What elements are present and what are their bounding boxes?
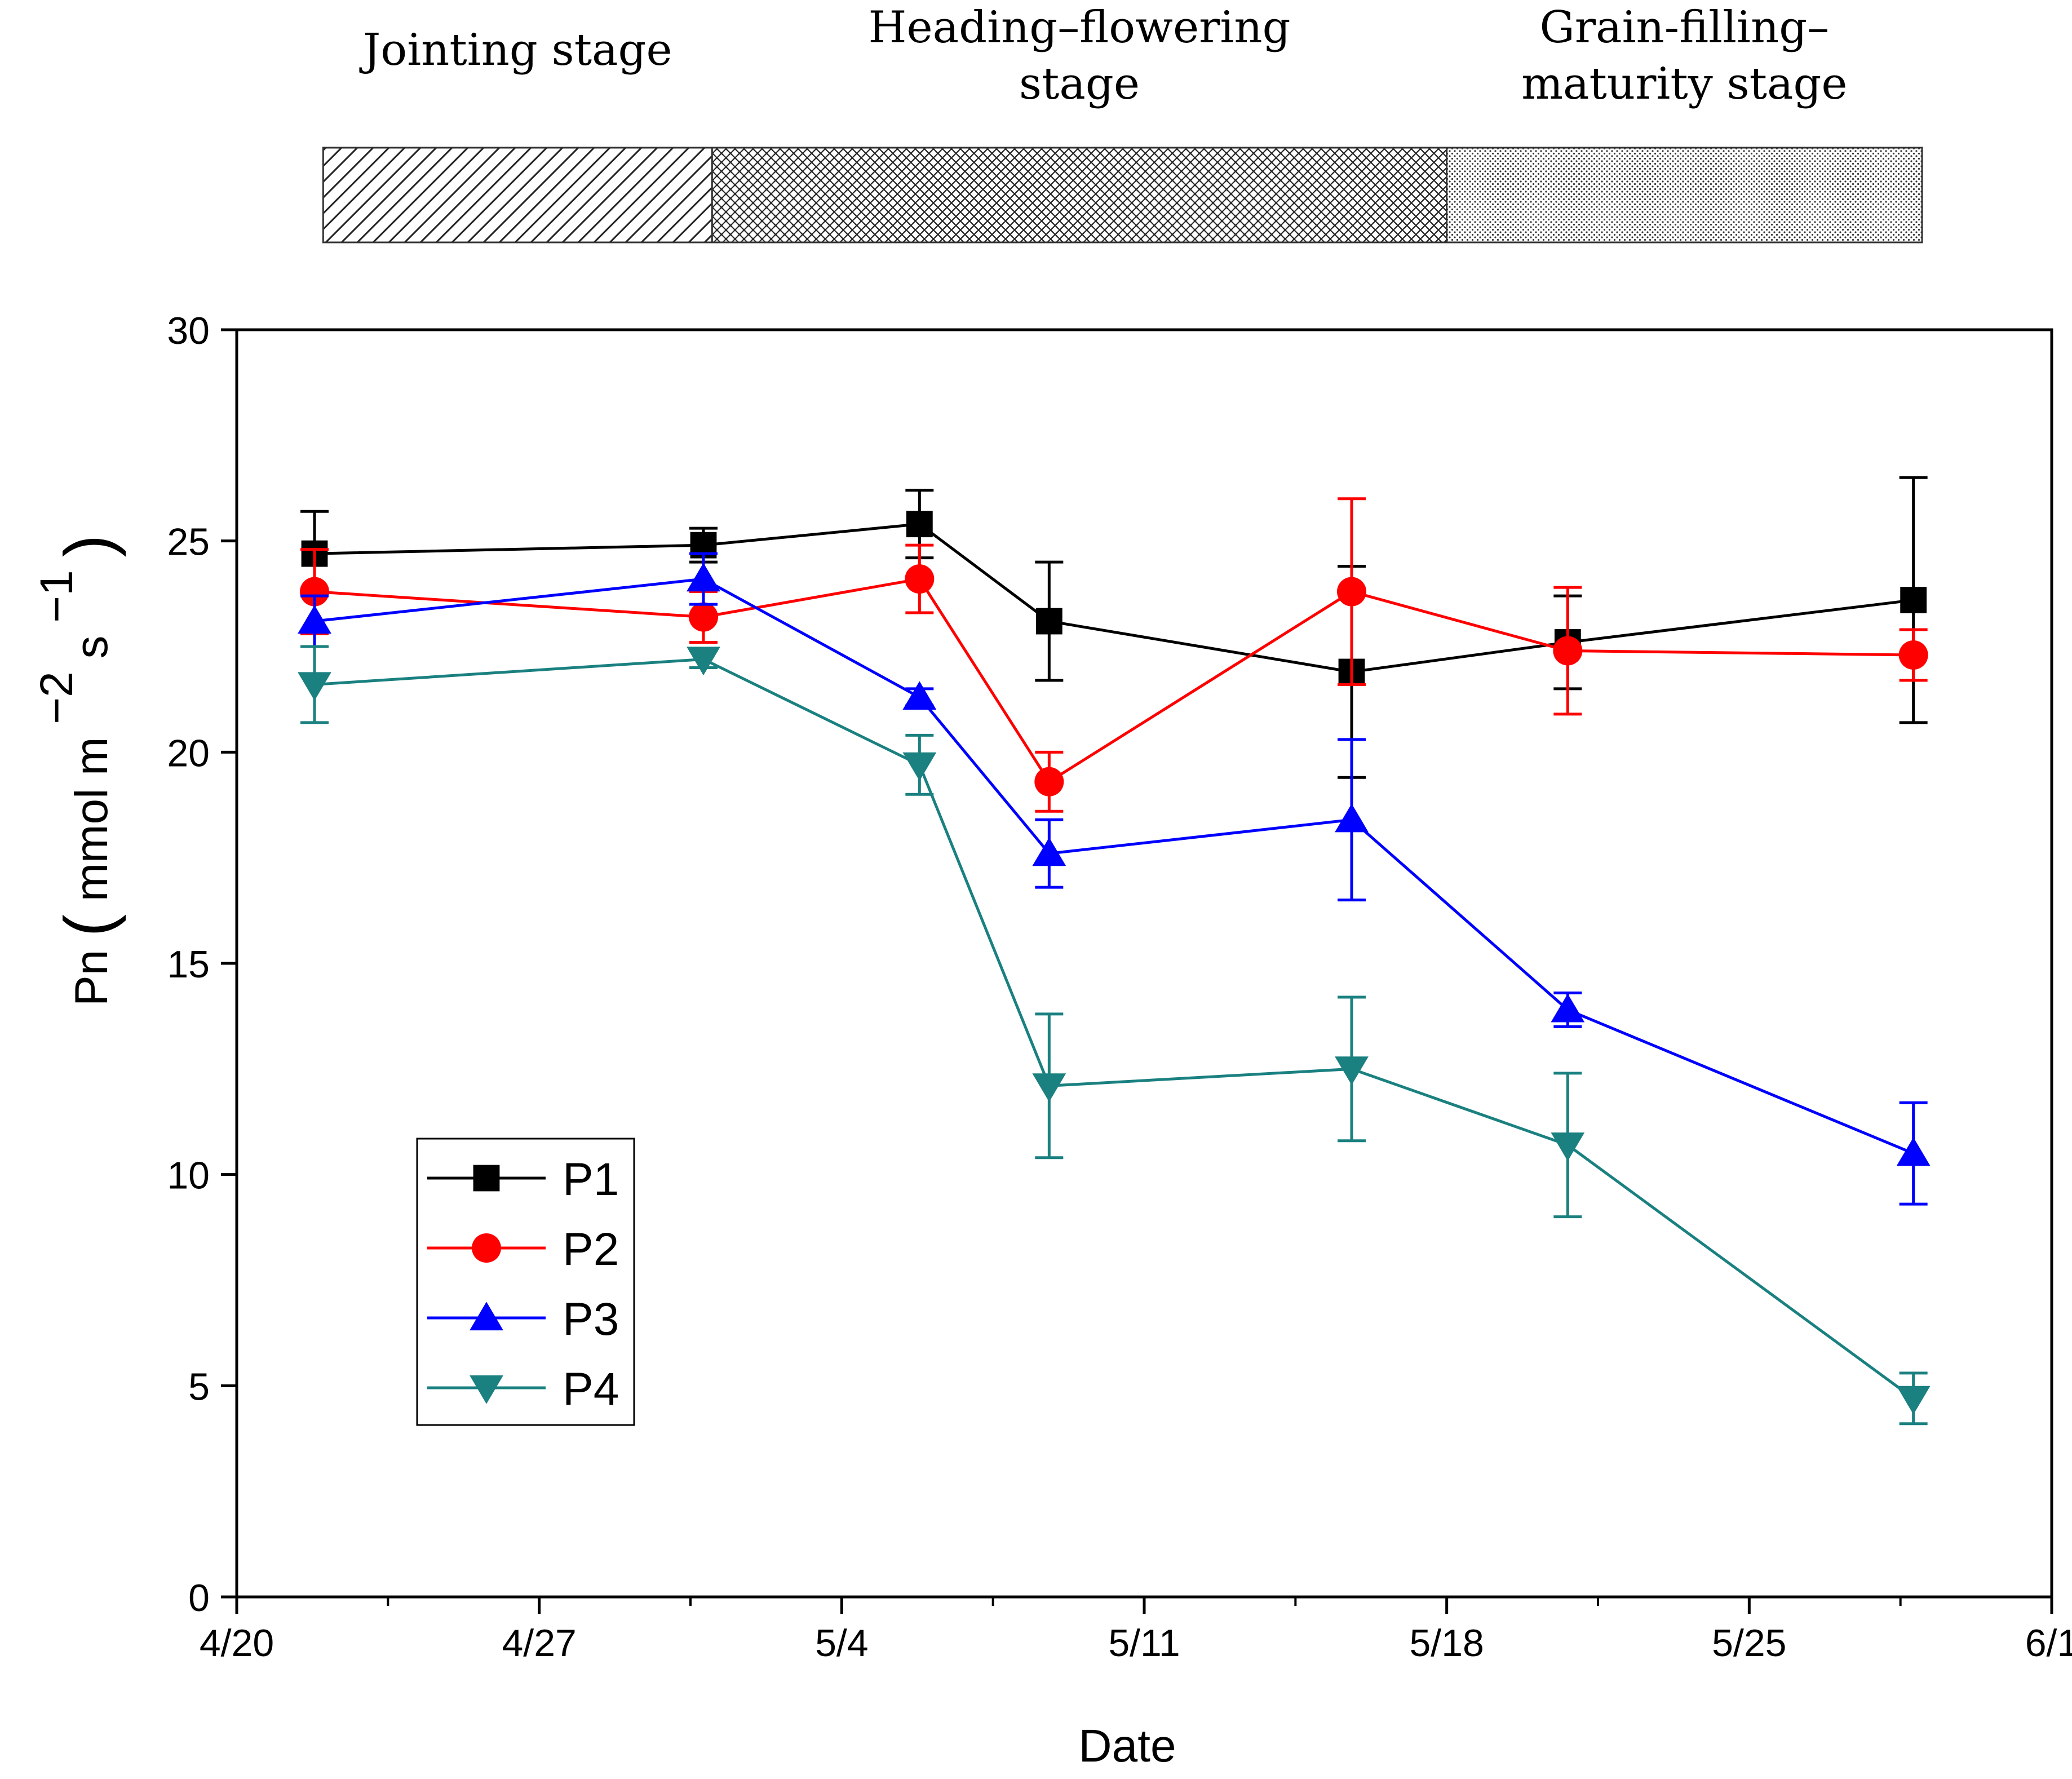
data-point-p2	[1337, 577, 1366, 607]
series-p3	[298, 552, 1931, 1206]
y-axis: 0 5 10 15 20 25 30	[167, 309, 237, 1619]
series-layer	[298, 476, 1931, 1426]
y-axis-label: Pn ( mmol m −2 s −1 )	[31, 534, 126, 1006]
data-point-p4	[1551, 1132, 1585, 1161]
data-point-p4	[1032, 1073, 1066, 1102]
data-point-p4	[1335, 1056, 1369, 1085]
stage-label-3: Grain-filling– maturity stage	[1521, 2, 1847, 109]
x-tick-label: 6/1	[2025, 1622, 2072, 1665]
y-tick-label: 5	[188, 1365, 210, 1408]
y-label-unit2: s	[66, 636, 117, 659]
legend-marker	[472, 1233, 501, 1263]
legend-label: P3	[563, 1294, 619, 1345]
x-tick-label: 4/20	[200, 1622, 274, 1665]
data-point-p3	[1551, 993, 1585, 1023]
y-label-sup2: −1	[31, 570, 82, 623]
series-p1	[300, 476, 1928, 779]
data-point-p1	[1900, 587, 1927, 613]
legend-item-p1: P1	[427, 1154, 619, 1205]
data-point-p4	[902, 752, 937, 781]
legend-marker	[470, 1302, 503, 1331]
series-line-p3	[314, 577, 1914, 1155]
y-label-paren-close: )	[51, 534, 126, 557]
y-tick-label: 20	[167, 732, 210, 775]
x-tick-label: 5/4	[815, 1622, 869, 1665]
data-point-p2	[689, 602, 718, 632]
data-point-p2	[1034, 767, 1064, 796]
stage-block-2	[711, 147, 1448, 244]
data-point-p2	[300, 577, 329, 607]
legend-label: P1	[563, 1154, 619, 1205]
legend-marker	[473, 1165, 500, 1192]
y-tick-label: 15	[167, 943, 210, 986]
legend-box	[416, 1138, 635, 1426]
legend-label: P4	[563, 1364, 619, 1415]
data-point-p3	[687, 563, 720, 592]
x-tick-label: 5/11	[1108, 1622, 1180, 1665]
stage-label-line: Heading–flowering	[868, 2, 1290, 53]
x-axis: 4/20 4/27 5/4 5/11 5/18 5/25 6/1	[200, 1597, 2072, 1665]
series-p4	[298, 645, 1931, 1426]
stage-block-3	[1446, 147, 1923, 244]
data-point-p4	[687, 647, 720, 676]
y-tick-label: 10	[167, 1154, 210, 1197]
stage-block-1	[322, 147, 713, 244]
stage-label-1: Jointing stage	[359, 25, 672, 76]
stage-labels: Jointing stage Heading–flowering stage Grai…	[359, 2, 1848, 109]
legend-item-p4: P4	[427, 1364, 619, 1415]
svg-text:Pn ( mmol m: Pn ( mmol m −2 s −1 )	[31, 534, 126, 1006]
legend-item-p2: P2	[427, 1224, 619, 1275]
stage-label-2: Heading–flowering stage	[868, 2, 1290, 109]
y-label-unit1: mmol m	[66, 737, 117, 902]
data-point-p3	[1896, 1137, 1931, 1166]
legend-label: P2	[563, 1224, 619, 1275]
y-tick-label: 30	[167, 309, 210, 352]
x-axis-label: Date	[1078, 1720, 1176, 1772]
x-tick-label: 4/27	[502, 1622, 576, 1665]
data-point-p2	[1553, 636, 1583, 666]
x-tick-label: 5/18	[1409, 1622, 1484, 1665]
legend: P1 P2 P3 P4	[416, 1138, 635, 1426]
data-point-p3	[298, 605, 331, 634]
x-tick-label: 5/25	[1712, 1622, 1786, 1665]
data-point-p2	[905, 564, 935, 594]
data-point-p2	[1898, 640, 1928, 670]
stage-label-line: Jointing stage	[359, 25, 672, 76]
data-point-p4	[1896, 1386, 1931, 1415]
y-label-sup1: −2	[31, 671, 82, 724]
y-label-base: Pn	[66, 950, 117, 1006]
data-point-p3	[1335, 803, 1369, 833]
data-point-p1	[906, 511, 933, 538]
legend-item-p3: P3	[427, 1294, 619, 1345]
stage-label-line: Grain-filling–	[1539, 2, 1829, 53]
series-line-p2	[314, 577, 1914, 784]
data-point-p3	[902, 681, 937, 710]
stage-label-line: stage	[1019, 59, 1140, 109]
series-p2	[300, 497, 1928, 813]
y-tick-label: 0	[188, 1577, 210, 1619]
series-line-p1	[314, 523, 1914, 674]
data-point-p3	[1032, 837, 1066, 866]
data-point-p1	[1035, 608, 1062, 635]
y-label-paren-open: (	[51, 914, 126, 937]
legend-marker	[470, 1375, 503, 1404]
y-tick-label: 25	[167, 521, 210, 564]
data-point-p4	[298, 672, 331, 701]
stage-bar	[322, 147, 1923, 244]
stage-label-line: maturity stage	[1521, 59, 1847, 109]
